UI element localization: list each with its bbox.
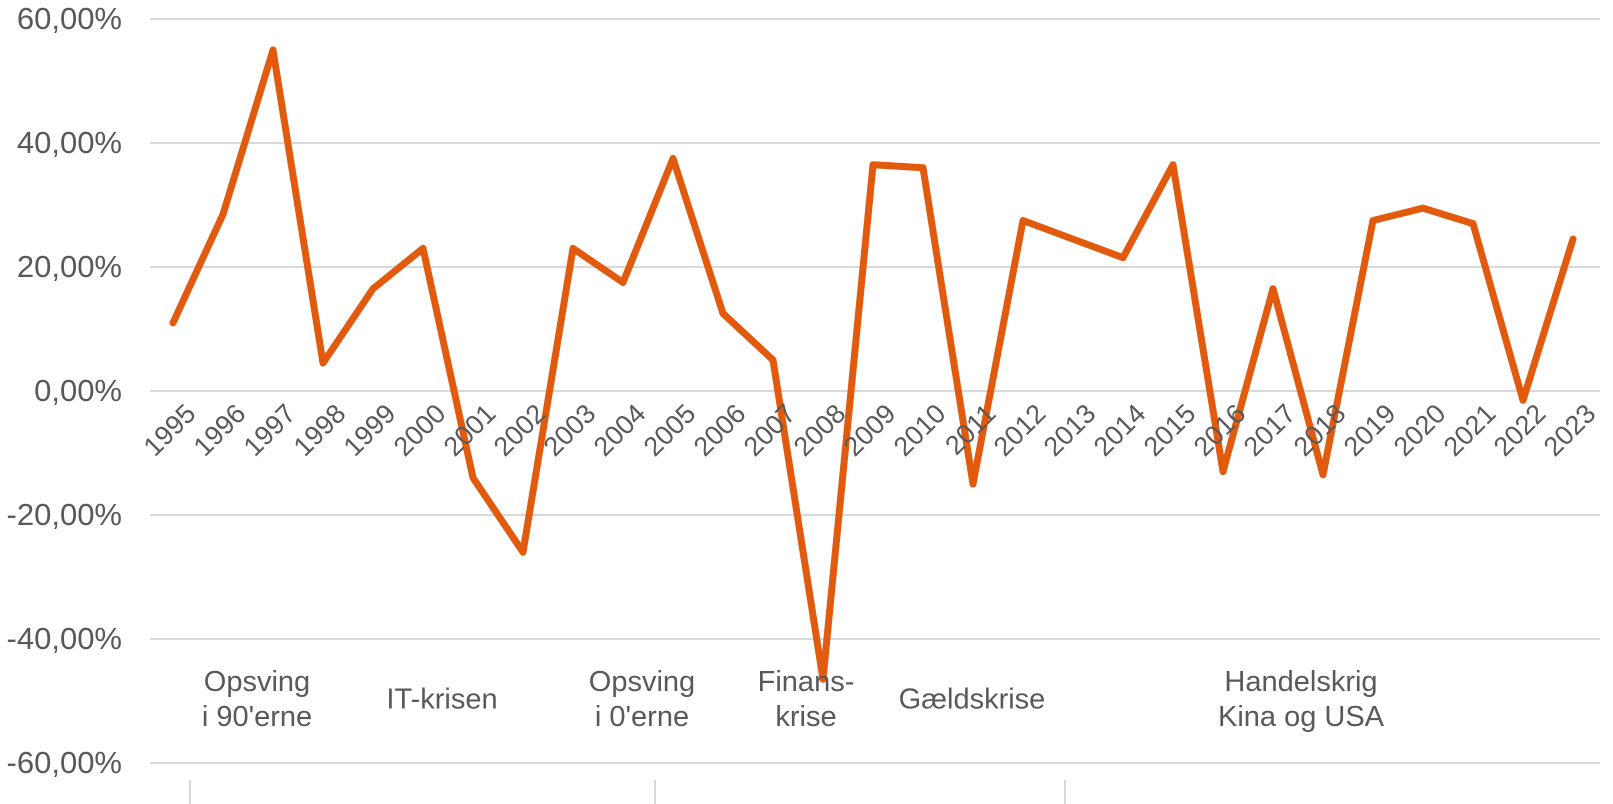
annotation-label: Finans-krise	[758, 665, 855, 735]
y-axis-tick-label: 0,00%	[34, 373, 122, 408]
value-line	[169, 46, 1577, 683]
annotation-line: Finans-	[757, 666, 855, 698]
annotation-label: Handelskrig Kina og USA	[1218, 665, 1384, 735]
y-axis-tick-label: 20,00%	[16, 249, 122, 284]
annotation-label: Opsving i 90'erne	[202, 665, 312, 735]
axis-separator-ticks	[189, 780, 1066, 804]
y-axis-tick-label: 40,00%	[16, 125, 122, 160]
annotation-line: Handelskrig	[1224, 666, 1378, 698]
annotation-line: i 90'erne	[201, 701, 313, 733]
y-axis-tick-label: 60,00%	[16, 1, 122, 36]
annotation-line: i 0'erne	[594, 701, 690, 733]
annotation-label: IT-krisen	[386, 683, 497, 718]
y-axis-tick-label: -60,00%	[6, 745, 122, 780]
series-line	[169, 46, 1577, 683]
annotation-label: Gældskrise	[899, 683, 1046, 718]
annotation-line: Gældskrise	[898, 683, 1046, 716]
gridlines	[150, 18, 1600, 764]
annotation-line: Kina og USA	[1217, 701, 1385, 733]
y-axis-tick-label: -20,00%	[6, 497, 122, 532]
annotation-line: Opsving	[203, 666, 311, 698]
annotation-label: Opsving i 0'erne	[589, 665, 695, 735]
annotation-line: Opsving	[588, 666, 696, 698]
y-axis-tick-label: -40,00%	[6, 621, 122, 656]
annotation-line: krise	[775, 701, 837, 733]
annotation-line: IT-krisen	[386, 683, 498, 716]
